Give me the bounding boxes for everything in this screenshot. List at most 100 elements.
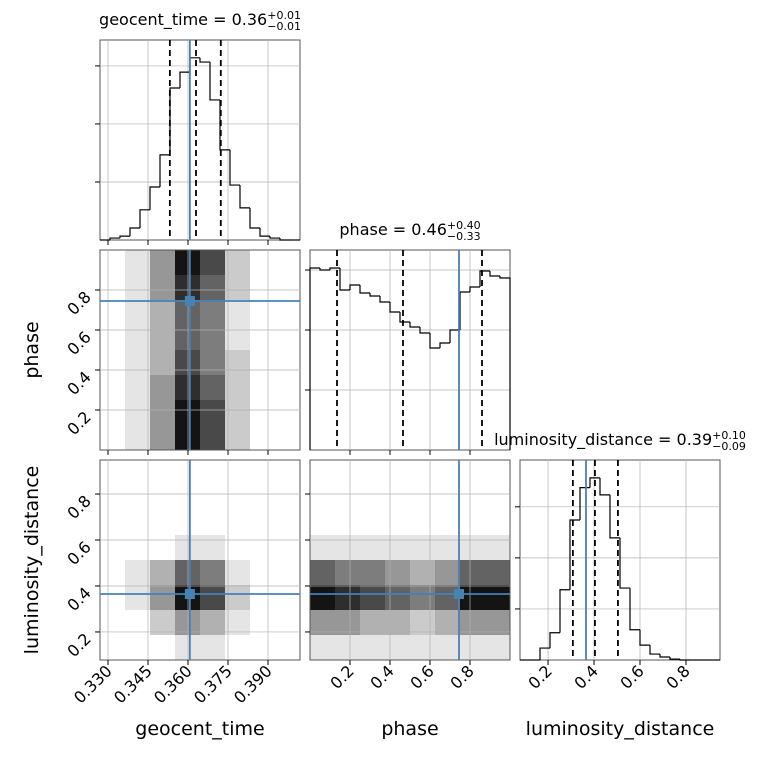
hist-step <box>479 270 490 287</box>
x-tick-label: 0.6 <box>406 661 437 692</box>
hist-step <box>539 647 550 660</box>
hist-step <box>549 632 560 649</box>
density-cell <box>275 510 300 535</box>
hist-step <box>219 99 230 151</box>
density-cell <box>410 460 435 485</box>
density-cell <box>125 485 150 510</box>
y-tick-label: 0.4 <box>63 367 94 398</box>
density-cell <box>360 610 385 635</box>
y-tick-label: 0.8 <box>63 287 94 318</box>
density-cell <box>150 300 175 325</box>
density-cell <box>225 635 250 660</box>
title-lower: −0.01 <box>267 20 301 33</box>
density-cell <box>200 425 225 450</box>
density-cell <box>175 425 200 450</box>
density-cell <box>175 510 200 535</box>
density-cell <box>100 400 125 425</box>
density-cell <box>100 510 125 535</box>
density-cell <box>150 400 175 425</box>
hist-step <box>119 235 130 239</box>
density-cell <box>225 275 250 300</box>
density-cell <box>150 635 175 660</box>
panel-frame <box>309 459 511 661</box>
hist-step <box>639 629 650 646</box>
density-cell <box>225 400 250 425</box>
hist-step <box>569 519 580 590</box>
density-cell <box>125 425 150 450</box>
density-cell <box>175 375 200 400</box>
density-cell <box>275 535 300 560</box>
density-cell <box>150 535 175 560</box>
title-lower: −0.33 <box>447 230 481 243</box>
density-cell <box>150 510 175 535</box>
x-tick-label: 0.2 <box>326 661 357 692</box>
density-cell <box>310 585 335 610</box>
density-cell <box>275 425 300 450</box>
density-cell <box>460 460 485 485</box>
density-cell <box>385 460 410 485</box>
hist-step <box>109 237 120 240</box>
hist-step <box>339 268 350 291</box>
title-upper: +0.10 <box>712 429 746 442</box>
density-cell <box>175 350 200 375</box>
density-cell <box>250 460 275 485</box>
density-cell <box>175 275 200 300</box>
density-cell <box>310 485 335 510</box>
hist-step <box>229 149 240 186</box>
title-lower: −0.09 <box>712 440 746 453</box>
hist-step <box>129 227 140 237</box>
x-tick-label: 0.4 <box>570 661 601 692</box>
density-cell <box>335 485 360 510</box>
density-cell <box>385 610 410 635</box>
hist-step <box>249 207 260 229</box>
density-cell <box>275 350 300 375</box>
density-cell <box>200 460 225 485</box>
density-cell <box>100 560 125 585</box>
panel-frame <box>99 249 301 451</box>
x-tick-label: 0.2 <box>524 661 555 692</box>
x-tick-label: 0.390 <box>230 661 276 707</box>
x-tick-label: 0.375 <box>190 661 236 707</box>
density-cell <box>100 585 125 610</box>
density-cell <box>485 560 510 585</box>
density-cell <box>460 585 485 610</box>
hist-step <box>309 267 320 450</box>
density-cell <box>310 535 335 560</box>
density-cell <box>125 325 150 350</box>
title-upper: +0.01 <box>267 9 301 22</box>
density-cell <box>200 275 225 300</box>
density-cell <box>225 610 250 635</box>
x-tick-label: 0.8 <box>446 661 477 692</box>
density-cell <box>175 325 200 350</box>
density-cell <box>360 510 385 535</box>
density-cell <box>100 375 125 400</box>
hist-step <box>459 291 470 330</box>
density-cell <box>275 375 300 400</box>
density-cell <box>335 510 360 535</box>
x-tick-label: 0.330 <box>70 661 116 707</box>
density-cell <box>250 425 275 450</box>
hist-step <box>399 312 410 323</box>
hist-step <box>669 657 680 660</box>
density-cell <box>150 485 175 510</box>
hist-step <box>199 57 210 63</box>
density-cell <box>225 560 250 585</box>
density-cell <box>250 275 275 300</box>
density-cell <box>250 485 275 510</box>
density-cell <box>125 560 150 585</box>
density-cell <box>385 560 410 585</box>
hist-step <box>279 238 290 241</box>
hist-step <box>419 327 430 334</box>
density-cell <box>225 485 250 510</box>
density-cell <box>250 325 275 350</box>
hist-step <box>679 659 690 661</box>
panel-title: geocent_time = 0.36+0.01 −0.01 <box>99 9 301 33</box>
density-cell <box>250 510 275 535</box>
density-cell <box>310 610 335 635</box>
title-text: geocent_time = 0.36 <box>99 10 267 30</box>
x-axis-label: geocent_time <box>135 718 264 740</box>
panel-title: phase = 0.46+0.40 −0.33 <box>339 219 480 243</box>
density-cell <box>200 300 225 325</box>
y-tick-label: 0.8 <box>63 491 94 522</box>
density-cell <box>225 535 250 560</box>
